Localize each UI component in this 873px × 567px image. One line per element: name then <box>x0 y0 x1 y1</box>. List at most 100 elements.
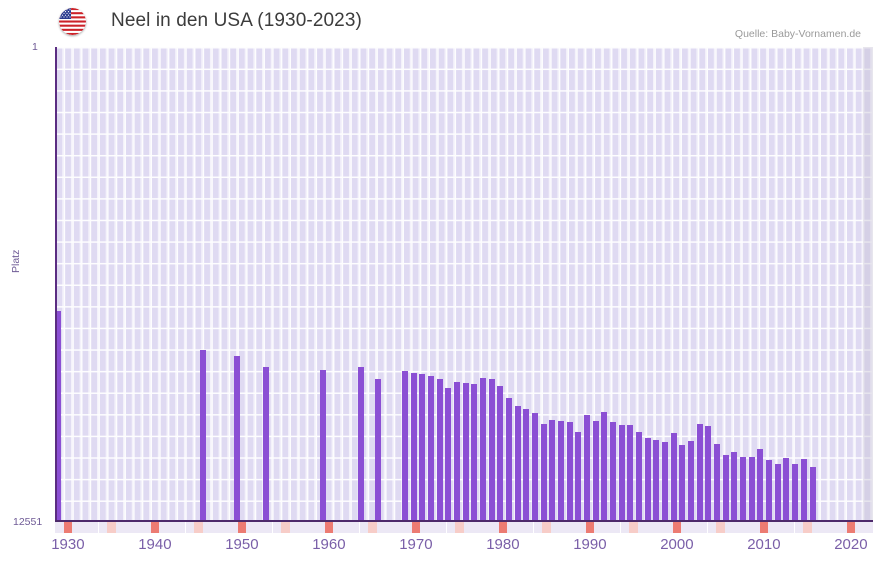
x-tick-minor <box>542 522 551 533</box>
x-tick <box>72 522 82 533</box>
bar[interactable] <box>55 311 62 521</box>
bar[interactable] <box>411 373 418 521</box>
x-tick <box>620 522 630 533</box>
bar[interactable] <box>375 379 382 521</box>
bar[interactable] <box>480 378 487 521</box>
x-tick <box>350 522 360 533</box>
x-tick <box>603 522 612 533</box>
bar[interactable] <box>601 412 608 521</box>
bar[interactable] <box>723 455 730 521</box>
bar[interactable] <box>731 452 738 521</box>
x-tick-major <box>411 522 421 533</box>
bar[interactable] <box>541 424 548 521</box>
bar[interactable] <box>497 386 504 521</box>
bar[interactable] <box>489 379 496 521</box>
bar[interactable] <box>671 433 678 521</box>
x-tick <box>577 522 586 533</box>
bar[interactable] <box>320 370 327 521</box>
bar[interactable] <box>645 438 652 521</box>
bar[interactable] <box>610 422 617 521</box>
bar[interactable] <box>515 406 522 521</box>
bar[interactable] <box>419 374 426 521</box>
x-tick <box>550 522 560 533</box>
bar[interactable] <box>810 467 817 521</box>
bar[interactable] <box>766 460 773 521</box>
bar[interactable] <box>619 425 626 521</box>
bar[interactable] <box>679 445 686 521</box>
x-tick <box>820 522 830 533</box>
bar[interactable] <box>532 413 539 521</box>
bar[interactable] <box>627 425 634 521</box>
bar[interactable] <box>688 441 695 521</box>
bar[interactable] <box>653 440 660 521</box>
bar[interactable] <box>523 409 530 521</box>
x-tick <box>333 522 343 533</box>
bar[interactable] <box>263 367 270 521</box>
x-tick <box>664 522 673 533</box>
bar[interactable] <box>740 457 747 521</box>
x-tick <box>55 522 64 533</box>
x-tick <box>307 522 316 533</box>
x-tick-minor <box>281 522 290 533</box>
chart-header: Neel in den USA (1930-2023) Quelle: Baby… <box>0 0 873 42</box>
x-tick <box>246 522 256 533</box>
x-axis-tick-label: 2010 <box>747 536 781 553</box>
bar[interactable] <box>775 464 782 521</box>
bar[interactable] <box>234 356 241 521</box>
bar[interactable] <box>428 376 435 521</box>
x-tick <box>429 522 438 533</box>
bar[interactable] <box>567 422 574 521</box>
bar[interactable] <box>575 432 582 521</box>
x-axis-tick-label: 1950 <box>225 536 259 553</box>
x-tick <box>733 522 743 533</box>
bar[interactable] <box>714 444 721 521</box>
source-attribution: Quelle: Baby-Vornamen.de <box>734 28 861 40</box>
bar[interactable] <box>757 449 764 521</box>
bar[interactable] <box>584 415 591 521</box>
bar-series <box>55 47 873 521</box>
bar[interactable] <box>783 458 790 521</box>
bar[interactable] <box>697 424 704 521</box>
bar[interactable] <box>792 464 799 521</box>
bar[interactable] <box>593 421 600 521</box>
x-tick <box>185 522 195 533</box>
bar[interactable] <box>558 421 565 521</box>
bar[interactable] <box>662 442 669 521</box>
x-tick <box>594 522 604 533</box>
bar[interactable] <box>636 432 643 521</box>
x-tick <box>655 522 664 533</box>
x-tick-minor <box>629 522 638 533</box>
bar[interactable] <box>200 350 207 521</box>
bar[interactable] <box>437 379 444 521</box>
x-tick <box>176 522 186 533</box>
bar[interactable] <box>463 383 470 521</box>
x-tick <box>202 522 212 533</box>
x-tick <box>724 522 734 533</box>
y-axis-line <box>55 47 57 521</box>
x-tick <box>115 522 125 533</box>
x-tick <box>559 522 569 533</box>
x-tick <box>272 522 282 533</box>
bar[interactable] <box>506 398 513 521</box>
bar[interactable] <box>749 457 756 521</box>
x-tick <box>794 522 804 533</box>
bar[interactable] <box>801 459 808 521</box>
x-tick-major <box>63 522 73 533</box>
bar[interactable] <box>402 371 409 521</box>
x-tick <box>124 522 134 533</box>
x-tick <box>481 522 490 533</box>
x-tick-major <box>498 522 508 533</box>
x-tick <box>220 522 229 533</box>
bar[interactable] <box>358 367 365 521</box>
y-axis-title: Platz <box>10 249 22 273</box>
bar[interactable] <box>549 420 556 521</box>
bar[interactable] <box>471 384 478 521</box>
bar[interactable] <box>445 388 452 521</box>
x-tick-minor <box>107 522 116 533</box>
bar[interactable] <box>705 426 712 521</box>
x-axis-labels: 1930 1940 1950 1960 1970 1980 1990 2000 2010 2020 <box>0 536 873 562</box>
x-tick-minor <box>455 522 464 533</box>
bar[interactable] <box>454 382 461 521</box>
x-tick <box>229 522 238 533</box>
x-tick <box>811 522 821 533</box>
